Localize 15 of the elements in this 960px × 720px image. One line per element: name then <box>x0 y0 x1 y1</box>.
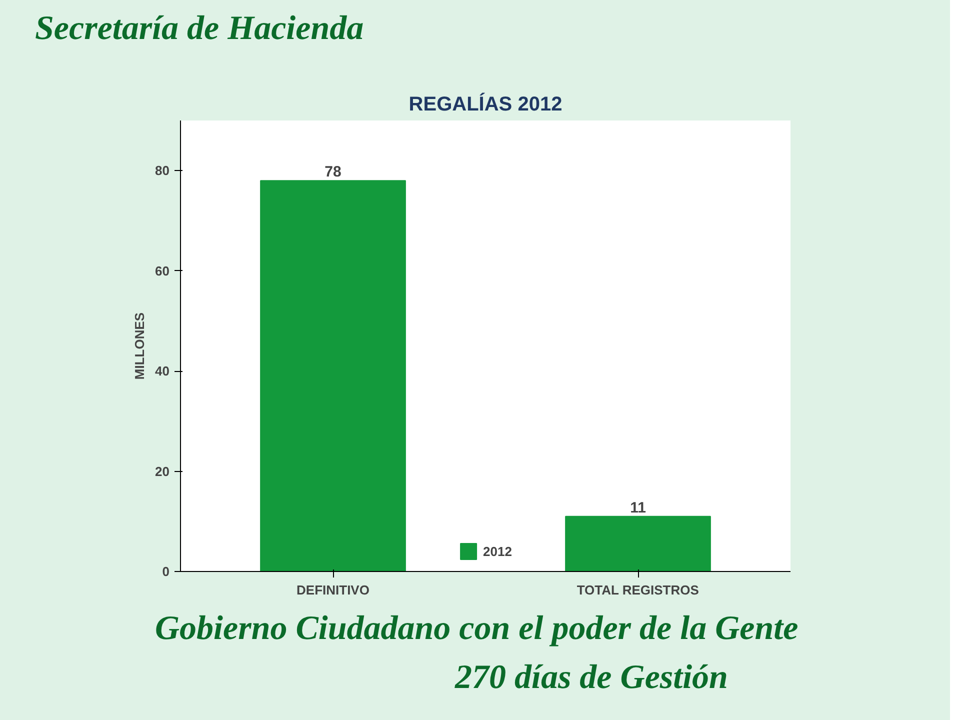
data-label: 11 <box>630 499 646 516</box>
y-tick-label: 40 <box>155 364 170 379</box>
text: 270 días de Gestión <box>454 658 729 698</box>
data-label: 78 <box>324 164 342 181</box>
legend-label: 2012 <box>483 544 512 558</box>
x-tick-label: TOTAL REGISTROS <box>576 582 700 598</box>
y-tick-label: 60 <box>155 263 170 278</box>
y-tick-label: 0 <box>162 564 170 579</box>
y-tick-label: 80 <box>155 163 170 178</box>
x-tick-label: DEFINITIVO <box>296 582 370 598</box>
chart-title: REGALÍAS 2012 <box>408 92 562 116</box>
y-tick-label: 20 <box>155 464 170 479</box>
y-axis-title: MILLONES <box>132 312 148 380</box>
text: Gobierno Ciudadano con el poder de la Gente <box>154 609 798 649</box>
text: Secretaría de Hacienda <box>35 9 364 49</box>
